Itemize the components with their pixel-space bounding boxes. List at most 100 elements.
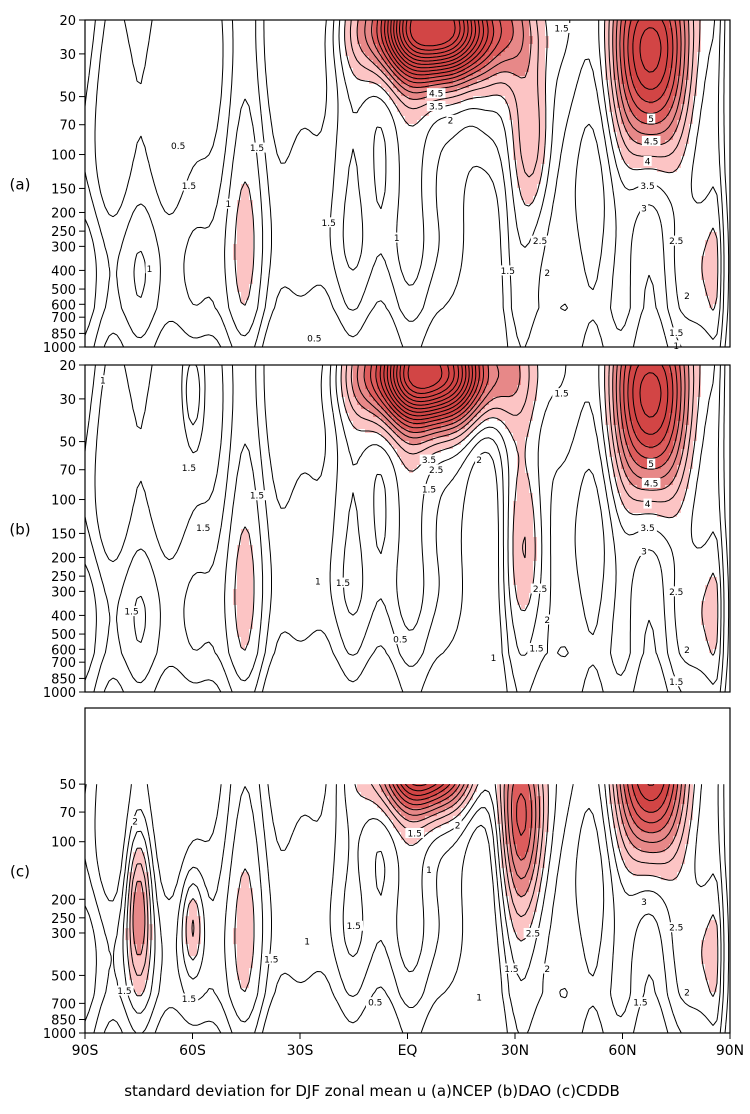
contour-9 — [405, 20, 461, 51]
contour-label: 2.5 — [669, 924, 683, 934]
contour-3 — [350, 365, 690, 491]
panel-b-contours — [85, 365, 730, 692]
contour-label-bg — [313, 575, 323, 586]
contour-2 — [126, 784, 719, 997]
contour-label: 3.5 — [422, 456, 436, 466]
contour-label-bg — [303, 935, 312, 946]
contour-9.5 — [407, 365, 443, 389]
contour-label: 0.5 — [393, 635, 407, 645]
contour-4.5 — [392, 784, 675, 836]
y-tick-label: 300 — [51, 240, 76, 255]
y-tick-label: 70 — [59, 806, 76, 821]
x-tick-label: 60N — [608, 1043, 636, 1059]
contour-label-bg — [392, 232, 401, 243]
contour-label-bg — [131, 816, 140, 827]
panel-label-a: (a) — [10, 176, 31, 194]
contour-0.5 — [94, 784, 730, 1033]
contour-label-bg — [405, 827, 424, 838]
contour-label-bg — [475, 992, 484, 1003]
contour-label-bg — [552, 22, 571, 33]
contour-label-bg — [631, 997, 650, 1008]
contour-label-bg — [247, 490, 267, 501]
contour-2 — [234, 20, 719, 311]
contour-label: 1 — [147, 265, 153, 275]
contour-label-bg — [666, 235, 686, 246]
contour-5 — [375, 365, 674, 448]
contour-label: 2.5 — [429, 466, 443, 476]
contour-label: 1.5 — [408, 829, 422, 839]
contour-7 — [390, 365, 467, 410]
contour-label: 1.5 — [501, 267, 515, 277]
contour-label: 1.5 — [196, 524, 210, 534]
contour-label-bg — [489, 652, 498, 663]
contour-label: 1 — [304, 937, 310, 947]
y-tick-label: 100 — [51, 149, 76, 164]
contour-label-bg — [305, 333, 324, 344]
contour-2.5 — [345, 365, 695, 559]
y-tick-label: 100 — [51, 836, 76, 851]
contour-label-bg — [647, 113, 656, 124]
panel-b: 3.52.52 54.543.532.52.5221.51.51.51.51.51… — [9, 359, 731, 701]
contour-1 — [85, 784, 725, 1033]
contour-label: 5 — [648, 460, 654, 470]
contour-5 — [380, 20, 674, 103]
fill-level-5 — [377, 365, 673, 449]
contour-label-bg — [530, 583, 550, 594]
contour-label-bg — [333, 577, 353, 588]
contour-9 — [403, 365, 450, 394]
x-tick-label: 60S — [179, 1043, 206, 1059]
contour-label-bg — [365, 997, 385, 1008]
contour-7.5 — [396, 20, 473, 62]
contour-label: 2 — [684, 988, 690, 998]
contour-6 — [383, 365, 662, 418]
y-tick-label: 200 — [51, 206, 76, 221]
x-tick-label: 90N — [716, 1043, 744, 1059]
contour-7 — [393, 20, 476, 65]
contour-label-bg — [98, 375, 108, 386]
contour-label-bg — [498, 265, 518, 276]
contour-label-bg — [666, 922, 686, 933]
contour-label: 2.5 — [669, 237, 683, 247]
contour-label: 5 — [648, 115, 654, 125]
contour-label: 1 — [394, 234, 400, 244]
contour-1.5 — [85, 365, 722, 685]
contour-label: 2.5 — [533, 585, 547, 595]
y-tick-label: 250 — [51, 570, 76, 585]
contour-label: 1.5 — [633, 999, 647, 1009]
contour-label-bg — [543, 963, 552, 974]
x-axis: 90S 60S 30S EQ 30N 60N 90N — [72, 1033, 744, 1059]
contour-label: 1.5 — [554, 24, 568, 34]
y-tick-label: 250 — [51, 225, 76, 240]
contour-label-bg — [424, 864, 434, 875]
contour-5 — [396, 784, 670, 813]
contour-label: 3 — [641, 547, 647, 557]
contour-label-bg — [639, 896, 649, 907]
contour-1 — [85, 20, 725, 347]
y-tick-label: 20 — [59, 14, 76, 29]
contour-label: 2.5 — [526, 929, 540, 939]
contour-label-bg — [179, 180, 199, 191]
contour-label-bg — [262, 953, 281, 964]
contour-label-bg — [475, 454, 484, 465]
y-tick-label: 200 — [51, 551, 76, 566]
panel-label-c: (c) — [10, 863, 30, 881]
contour-label: 1 — [426, 866, 432, 876]
contour-label-bg — [641, 135, 661, 146]
contour-label-bg — [453, 820, 462, 831]
contour-label: 1 — [100, 377, 106, 387]
y-tick-label: 300 — [51, 585, 76, 600]
contour-label-bg — [502, 963, 521, 974]
panel-c-shading — [125, 784, 717, 997]
y-tick-label: 500 — [51, 628, 76, 643]
y-tick-label: 1000 — [43, 686, 76, 701]
contour-4 — [371, 20, 682, 125]
contour-4 — [388, 784, 679, 861]
contour-7.5 — [393, 365, 463, 406]
contour-label-bg — [419, 454, 439, 465]
contour-5.5 — [379, 365, 669, 435]
y-tick-label: 600 — [51, 298, 76, 313]
panel-a-frame — [84, 19, 731, 348]
contour-label: 1 — [225, 200, 231, 210]
contour-label-bg — [122, 606, 141, 617]
contour-label-bg — [682, 290, 692, 301]
